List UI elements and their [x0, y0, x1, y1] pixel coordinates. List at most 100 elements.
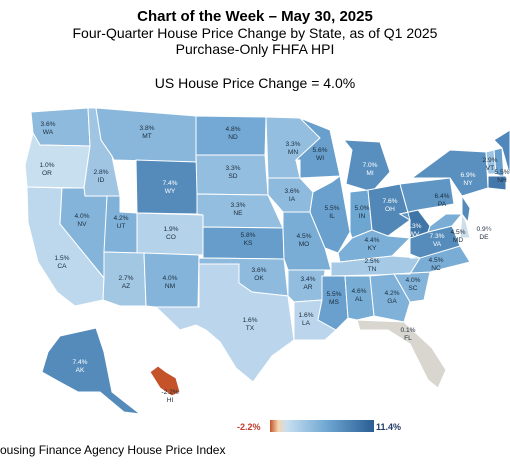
state-value-label: 7.0%	[362, 162, 377, 169]
state-value-label: -2.2%	[161, 389, 178, 396]
state-value-label: 4.0%	[74, 213, 89, 220]
state-value-label: 5.5%	[326, 291, 341, 298]
state-code-label: NC	[431, 265, 441, 272]
state-value-label: 1.6%	[242, 317, 257, 324]
state-value-label: 4.5%	[450, 229, 465, 236]
legend-min-label: -2.2%	[237, 422, 261, 432]
state-value-label: 7.4%	[72, 359, 87, 366]
state-value-label: 2.7%	[118, 275, 133, 282]
state-code-label: NM	[165, 283, 175, 290]
state-value-label: 7.3%	[429, 233, 444, 240]
state-value-label: 5.6%	[312, 147, 327, 154]
state-code-label: TX	[246, 325, 255, 332]
state-shapes	[24, 107, 510, 415]
state-value-label: 3.8%	[139, 125, 154, 132]
state-code-label: WV	[409, 231, 420, 238]
state-shape-IA	[267, 177, 314, 213]
state-code-label: OH	[385, 206, 395, 213]
state-value-label: 5.5%	[494, 169, 509, 176]
state-shape-HI	[149, 365, 181, 397]
state-shape-MA	[487, 175, 507, 191]
state-code-label: MI	[366, 170, 373, 177]
title-block: Chart of the Week – May 30, 2025 Four-Qu…	[0, 8, 510, 57]
state-code-label: VA	[433, 241, 442, 248]
state-code-label: VT	[486, 165, 494, 172]
state-value-label: 3.6%	[284, 188, 299, 195]
state-value-label: 1.6%	[298, 312, 313, 319]
state-code-label: NE	[233, 210, 243, 217]
chart-title: Chart of the Week – May 30, 2025	[137, 8, 373, 25]
state-value-label: 4.2%	[113, 215, 128, 222]
legend-max-label: 11.4%	[376, 422, 402, 432]
state-value-label: 3.6%	[251, 267, 266, 274]
state-code-label: AL	[355, 296, 363, 303]
state-code-label: AZ	[122, 283, 130, 290]
state-shape-AK	[41, 327, 142, 415]
state-code-label: MD	[453, 237, 463, 244]
state-code-label: NY	[463, 180, 473, 187]
state-shape-AL	[344, 275, 375, 321]
state-code-label: SC	[408, 285, 417, 292]
state-code-label: LA	[302, 320, 311, 327]
state-value-label: 7.4%	[482, 219, 497, 226]
state-value-label: 1.0%	[39, 162, 54, 169]
state-code-label: OR	[42, 170, 52, 177]
state-code-label: NH	[497, 177, 507, 184]
state-shape-ME	[493, 129, 510, 177]
state-code-label: OK	[254, 275, 264, 282]
state-value-label: 5.5%	[324, 205, 339, 212]
state-code-label: NJ	[486, 227, 494, 234]
state-value-label: 4.2%	[384, 290, 399, 297]
state-code-label: SD	[228, 173, 237, 180]
state-shape-WY	[135, 159, 198, 215]
state-value-label: 9.0%	[484, 189, 499, 196]
state-code-label: GA	[387, 298, 397, 305]
state-value-label: 0.9%	[476, 226, 491, 233]
state-value-label: 3.3%	[225, 165, 240, 172]
state-code-label: MS	[329, 299, 339, 306]
state-shape-GA	[369, 273, 411, 323]
state-code-label: UT	[117, 223, 126, 230]
state-value-label: 1.9%	[163, 226, 178, 233]
state-value-label: 3.6%	[40, 121, 55, 128]
state-value-label: 2.9%	[482, 157, 497, 164]
state-value-label: 5.0%	[354, 205, 369, 212]
state-code-label: WY	[165, 188, 176, 195]
state-code-label: NV	[77, 221, 87, 228]
state-shape-NJ	[461, 194, 471, 224]
state-code-label: AK	[76, 367, 85, 374]
us-headline: US House Price Change = 4.0%	[154, 75, 356, 91]
state-code-label: CO	[166, 234, 176, 241]
state-code-label: WA	[43, 129, 54, 136]
state-shape-TX	[154, 263, 295, 383]
chart-subtitle-1: Four-Quarter House Price Change by State…	[72, 25, 438, 41]
state-value-label: 3.3%	[230, 202, 245, 209]
state-code-label: MO	[299, 241, 310, 248]
state-code-label: AR	[303, 284, 312, 291]
state-code-label: DE	[479, 234, 489, 241]
state-value-label: 9.3%	[406, 223, 421, 230]
state-value-label: 7.6%	[382, 198, 397, 205]
state-code-label: FL	[404, 335, 412, 342]
state-code-label: PA	[438, 201, 447, 208]
state-code-label: HI	[167, 397, 174, 404]
state-shape-NC	[393, 245, 471, 275]
state-code-label: MT	[142, 133, 152, 140]
state-code-label: IN	[359, 213, 366, 220]
state-code-label: KY	[368, 245, 377, 252]
legend-color-bar	[270, 420, 374, 432]
state-code-label: MN	[288, 149, 298, 156]
state-shape-MD	[427, 213, 464, 233]
state-value-label: 3.4%	[300, 276, 315, 283]
state-value-label: 4.0%	[405, 277, 420, 284]
state-value-label: 4.4%	[364, 237, 379, 244]
state-value-label: 3.3%	[285, 141, 300, 148]
state-value-label: 4.5%	[296, 233, 311, 240]
state-value-label: 4.0%	[162, 275, 177, 282]
state-value-label: 6.9%	[460, 172, 475, 179]
state-value-label: 7.4%	[162, 180, 177, 187]
state-value-label: 0.1%	[400, 327, 415, 334]
state-code-label: CA	[57, 263, 67, 270]
state-code-label: KS	[244, 240, 253, 247]
state-labels: 3.6%WA1.0%OR1.5%CA2.8%ID4.0%NV3.8%MT7.4%…	[39, 121, 509, 404]
